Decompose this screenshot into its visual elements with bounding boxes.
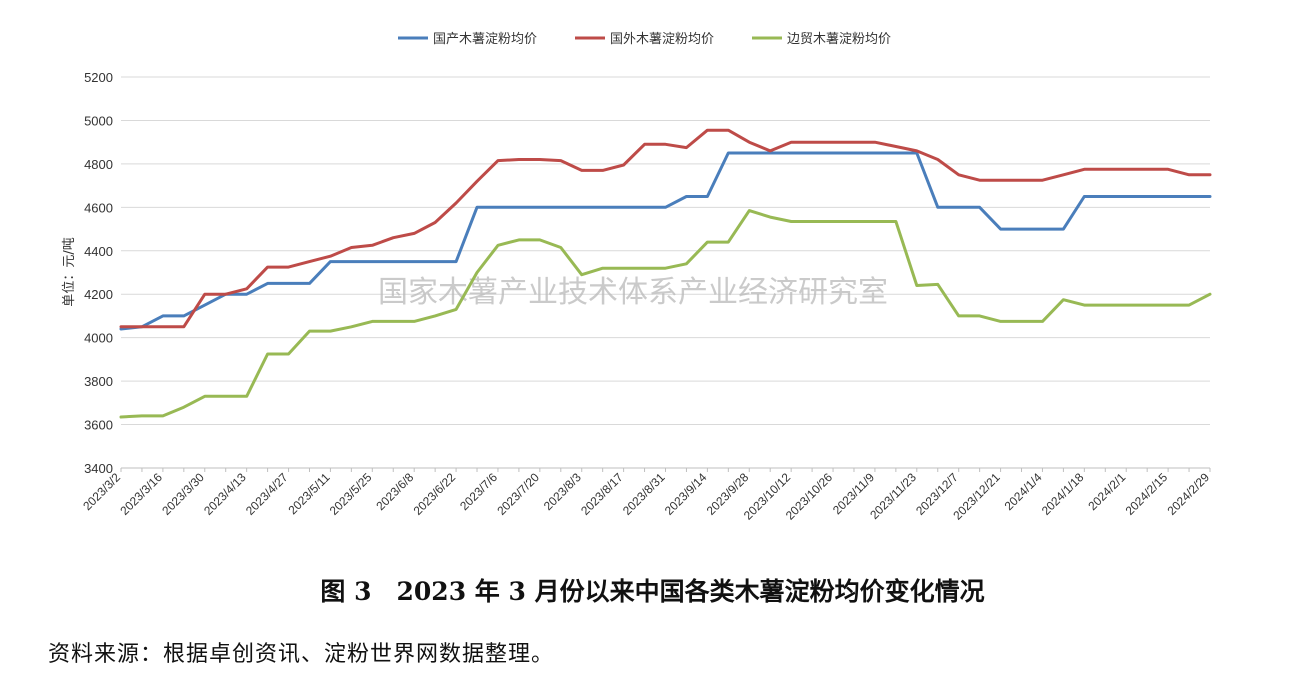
y-tick-label: 4600 [84,200,113,215]
y-tick-label: 4400 [84,244,113,259]
y-tick-label: 5000 [84,113,113,128]
x-tick-label: 2024/2/15 [1123,470,1171,518]
legend-label: 边贸木薯淀粉均价 [787,32,891,47]
y-tick-label: 4200 [84,287,113,302]
x-tick-label: 2024/2/29 [1164,470,1212,518]
grid-lines [121,76,1210,469]
x-tick-label: 2023/8/17 [578,470,626,518]
x-tick-label: 2023/5/11 [286,470,333,517]
x-tick-label: 2023/9/14 [662,470,710,518]
legend-label: 国产木薯淀粉均价 [433,32,537,47]
legend-label: 国外木薯淀粉均价 [610,32,714,47]
series-line-2 [119,128,1212,329]
source-note: 资料来源：根据卓创资讯、淀粉世界网数据整理。 [48,642,555,667]
y-axis-label: 单位：元/吨 [62,237,77,306]
y-tick-label: 5200 [84,70,113,85]
y-tick-label: 3800 [84,374,113,389]
x-tick-label: 2023/5/25 [327,470,375,518]
x-tick-label: 2023/7/20 [494,470,542,518]
series-line-1 [119,151,1212,331]
x-tick-label: 2024/2/1 [1085,470,1128,513]
x-tick-label: 2023/6/8 [373,470,416,513]
x-tick-label: 2023/8/31 [620,470,668,518]
series-lines [119,128,1212,419]
series-line-3 [119,209,1212,419]
x-tick-label: 2023/3/2 [80,470,123,513]
y-tick-label: 3400 [84,461,113,476]
x-tick-label: 2023/8/3 [541,470,584,513]
x-tick-label: 2024/1/18 [1039,470,1087,518]
x-axis: 2023/3/22023/3/162023/3/302023/4/132023/… [80,467,1212,523]
y-tick-label: 3600 [84,418,113,433]
x-tick-label: 2024/1/4 [1002,470,1045,513]
x-tick-label: 2023/6/22 [411,470,459,518]
legend: 国产木薯淀粉均价 国外木薯淀粉均价 边贸木薯淀粉均价 [398,32,891,47]
y-axis-ticks: 3400 3600 3800 4000 4200 4400 4600 4800 5000 5200 [84,70,113,476]
x-tick-label: 2023/4/27 [243,470,291,518]
figure-caption: 图 3 2023 年 3 月份以来中国各类木薯淀粉均价变化情况 [320,577,985,606]
x-tick-label: 2023/7/6 [457,470,500,513]
y-tick-label: 4800 [84,157,113,172]
x-tick-label: 2023/11/23 [867,470,919,522]
x-tick-label: 2023/4/13 [201,470,249,518]
y-tick-label: 4000 [84,331,113,346]
watermark: 国家木薯产业技术体系产业经济研究室 [378,275,888,310]
line-chart: 3400 3600 3800 4000 4200 4400 4600 4800 5000 5200… [62,32,1212,523]
x-tick-label: 2023/3/16 [117,470,165,518]
x-tick-label: 2023/3/30 [159,470,207,518]
